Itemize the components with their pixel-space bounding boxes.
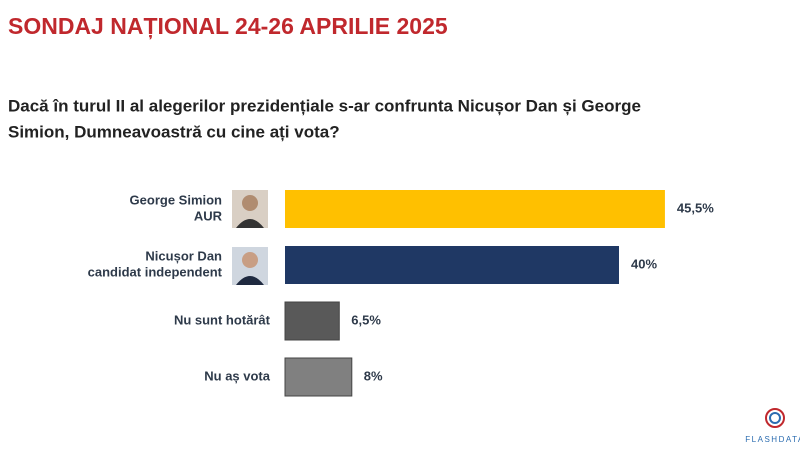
value-label: 8% xyxy=(364,368,383,383)
category-label: Nu aș vota xyxy=(204,368,271,383)
logo-icon xyxy=(765,408,785,428)
value-label: 6,5% xyxy=(351,312,381,327)
bar xyxy=(284,301,340,341)
bar xyxy=(284,357,353,397)
bar xyxy=(285,246,619,284)
chart-title: SONDAJ NAȚIONAL 24-26 APRILIE 2025 xyxy=(8,13,448,39)
photo xyxy=(232,190,268,228)
category-label: Nu sunt hotărât xyxy=(174,312,271,327)
subtitle-line: Simion, Dumneavoastră cu cine ați vota? xyxy=(8,122,340,141)
category-label: Nicușor Dan xyxy=(145,248,222,263)
subtitle-line: Dacă în turul II al alegerilor prezidenț… xyxy=(8,96,641,115)
category-label: George Simion xyxy=(130,192,223,207)
value-label: 40% xyxy=(631,256,657,271)
category-label: AUR xyxy=(194,208,223,223)
photo xyxy=(232,247,268,285)
value-label: 45,5% xyxy=(677,200,714,215)
category-label: candidat independent xyxy=(88,264,223,279)
logo-text: FLASHDATA xyxy=(745,435,800,444)
bar xyxy=(285,190,665,228)
